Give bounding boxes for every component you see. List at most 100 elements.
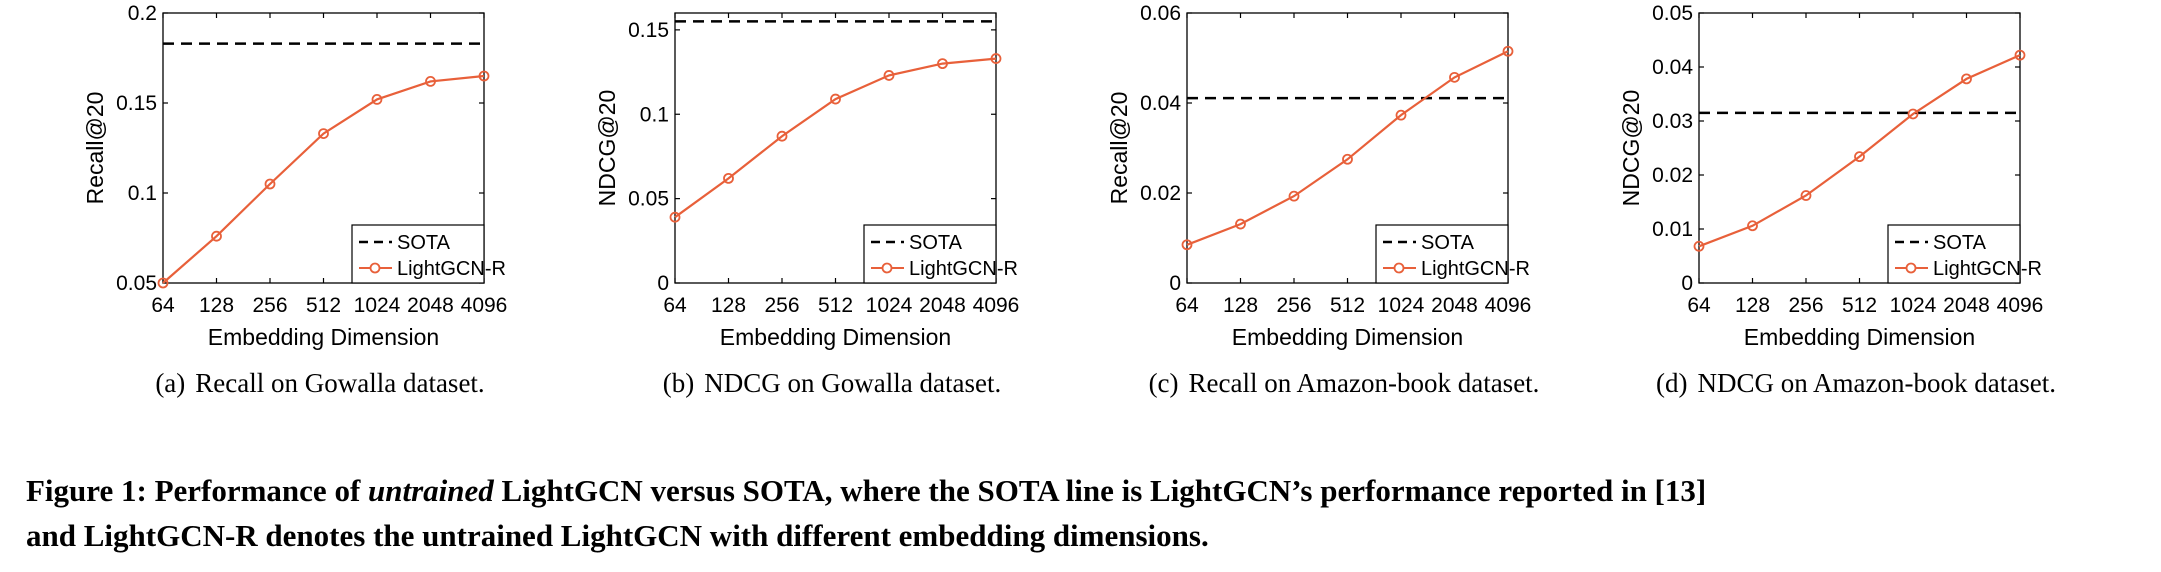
y-tick-label: 0.15 xyxy=(116,92,157,115)
data-point xyxy=(1181,239,1193,251)
legend-label: SOTA xyxy=(1421,232,1475,254)
data-point xyxy=(371,94,383,105)
y-tick-label: 0.03 xyxy=(1652,110,1693,133)
y-axis-label: NDCG@20 xyxy=(594,90,620,207)
x-tick-label: 128 xyxy=(1735,294,1770,317)
emphasis-untrained: untrained xyxy=(368,473,494,508)
subcaption-b: (b) NDCG on Gowalla dataset. xyxy=(576,368,1088,399)
data-point xyxy=(1693,240,1705,252)
data-point xyxy=(1907,108,1919,120)
y-tick-label: 0.1 xyxy=(640,103,669,126)
series-line-lightgcn-r xyxy=(1698,54,2021,248)
x-tick-label: 128 xyxy=(1223,294,1258,317)
legend-marker xyxy=(1393,262,1405,274)
x-tick-label: 512 xyxy=(1330,294,1365,317)
legend-marker xyxy=(369,262,381,274)
x-tick-label: 512 xyxy=(1842,294,1877,317)
x-tick-label: 256 xyxy=(764,294,799,317)
data-point xyxy=(1502,45,1514,57)
y-tick-label: 0.2 xyxy=(128,2,157,25)
data-point xyxy=(478,70,490,82)
y-axis-label: NDCG@20 xyxy=(1618,90,1644,207)
legend-label: SOTA xyxy=(909,232,963,254)
legend-label: LightGCN-R xyxy=(1933,258,2042,280)
chart-ndcg-amazon-book: 0 0.01 0.02 0.03 0.04 0.05 64 128 256 512 1024 2048… xyxy=(1618,2,2044,350)
y-tick-label: 0.04 xyxy=(1140,92,1181,115)
y-tick-label: 0.01 xyxy=(1652,218,1693,241)
data-point xyxy=(723,172,734,184)
y-tick-label: 0 xyxy=(1169,272,1181,295)
chart-recall-amazon-book: 0 0.02 0.04 0.06 64 128 256 512 1024 2048 4096 Embe… xyxy=(1106,2,1532,350)
data-point xyxy=(830,93,841,105)
y-tick-label: 0 xyxy=(1681,272,1693,295)
x-tick-label: 4096 xyxy=(973,294,1020,317)
legend-label: SOTA xyxy=(397,232,451,254)
series-line-lightgcn-r xyxy=(162,74,485,284)
x-tick-label: 2048 xyxy=(1943,294,1990,317)
x-tick-label: 2048 xyxy=(1431,294,1478,317)
y-tick-label: 0.1 xyxy=(128,182,157,205)
data-point xyxy=(157,277,169,289)
figure-caption: Figure 1: Performance of untrained Light… xyxy=(26,468,2146,558)
x-tick-label: 1024 xyxy=(1890,294,1937,317)
legend-label: LightGCN-R xyxy=(397,258,506,280)
y-tick-label: 0.06 xyxy=(1140,2,1181,25)
x-tick-label: 64 xyxy=(1687,294,1711,317)
y-tick-label: 0.02 xyxy=(1140,182,1181,205)
y-tick-label: 0.05 xyxy=(628,188,669,211)
data-point xyxy=(1961,73,1972,85)
x-tick-label: 512 xyxy=(818,294,853,317)
x-axis-label: Embedding Dimension xyxy=(208,324,439,350)
x-tick-label: 1024 xyxy=(866,294,913,317)
x-tick-label: 64 xyxy=(663,294,687,317)
data-point xyxy=(425,76,436,87)
y-tick-label: 0.04 xyxy=(1652,56,1693,79)
legend-label: SOTA xyxy=(1933,232,1987,254)
legend-label: LightGCN-R xyxy=(909,258,1018,280)
subcaption-text: NDCG on Amazon-book dataset. xyxy=(1697,368,2056,398)
data-point xyxy=(1854,151,1865,163)
y-tick-label: 0.05 xyxy=(1652,2,1693,25)
y-axis-label: Recall@20 xyxy=(82,92,108,205)
legend-box xyxy=(1887,224,2021,284)
y-axis-label: Recall@20 xyxy=(1106,92,1132,205)
y-tick-label: 0.15 xyxy=(628,19,669,42)
data-point xyxy=(937,58,948,70)
data-point xyxy=(776,130,788,142)
data-point xyxy=(1800,190,1812,201)
x-tick-label: 4096 xyxy=(1485,294,1532,317)
series-line-lightgcn-r xyxy=(1186,50,1509,246)
subcaption-label: (b) xyxy=(662,368,695,398)
data-point xyxy=(669,211,681,223)
data-point xyxy=(990,53,1002,64)
x-tick-label: 128 xyxy=(199,294,234,317)
chart-recall-gowalla: 0.05 0.1 0.15 0.2 64 128 256 512 1024 2048 4096 Emb… xyxy=(82,2,508,350)
subcaption-d: (d) NDCG on Amazon-book dataset. xyxy=(1600,368,2112,399)
x-tick-label: 2048 xyxy=(407,294,454,317)
subcaption-label: (d) xyxy=(1656,368,1688,398)
x-axis-label: Embedding Dimension xyxy=(1232,324,1463,350)
data-point xyxy=(1235,218,1246,230)
x-tick-label: 4096 xyxy=(461,294,508,317)
y-tick-label: 0.02 xyxy=(1652,164,1693,187)
x-tick-label: 4096 xyxy=(1997,294,2044,317)
x-tick-label: 256 xyxy=(252,294,287,317)
x-tick-label: 256 xyxy=(1788,294,1823,317)
legend-marker xyxy=(1905,262,1917,274)
chart-ndcg-gowalla: 0 0.05 0.1 0.15 64 128 256 512 1024 2048 4096 Embed… xyxy=(594,12,1020,350)
subcaption-text: Recall on Gowalla dataset. xyxy=(195,368,485,398)
x-tick-label: 256 xyxy=(1276,294,1311,317)
subcaption-c: (c) Recall on Amazon-book dataset. xyxy=(1088,368,1600,399)
legend-label: LightGCN-R xyxy=(1421,258,1530,280)
x-tick-label: 64 xyxy=(151,294,175,317)
data-point xyxy=(1342,153,1353,165)
x-tick-label: 2048 xyxy=(919,294,966,317)
x-tick-label: 1024 xyxy=(354,294,401,317)
x-axis-label: Embedding Dimension xyxy=(720,324,951,350)
legend-box xyxy=(1375,224,1509,284)
subcaption-text: Recall on Amazon-book dataset. xyxy=(1188,368,1540,398)
figure-caption-line-2: and LightGCN-R denotes the untrained Lig… xyxy=(26,518,1209,553)
subcaption-label: (c) xyxy=(1148,368,1179,398)
data-point xyxy=(883,70,895,81)
